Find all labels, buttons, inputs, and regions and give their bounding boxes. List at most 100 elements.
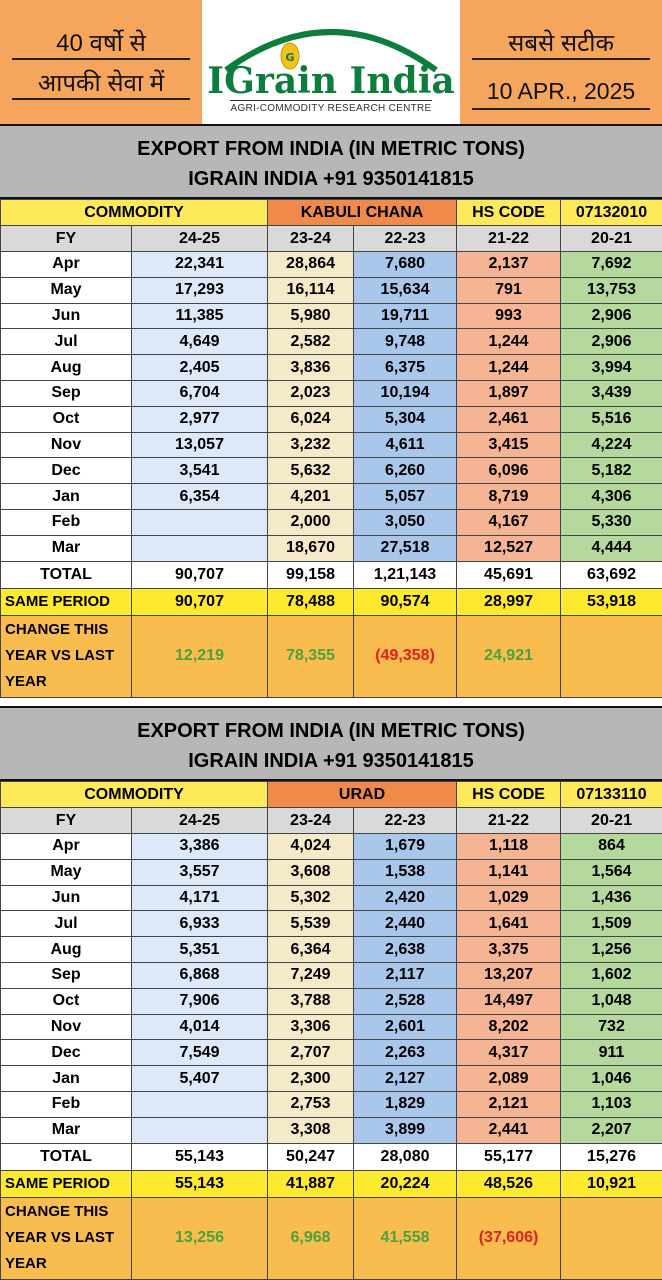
export-value-cell: 1,509 (560, 910, 662, 938)
export-value-cell: 28,864 (267, 251, 355, 278)
export-value-cell: 1,118 (456, 833, 562, 860)
month-label: Aug (0, 936, 132, 963)
export-table: COMMODITY KABULI CHANA HS CODE 07132010 FY 24… (0, 199, 662, 698)
export-value-cell: 1,256 (560, 936, 662, 963)
hs-code-value: 07133110 (560, 781, 662, 808)
export-value-cell: 3,308 (267, 1116, 355, 1144)
fy-label: FY (0, 807, 132, 834)
total-value: 99,158 (267, 560, 355, 589)
export-value-cell: 1,103 (560, 1090, 662, 1118)
export-value-cell: 911 (560, 1039, 662, 1067)
change-label-line: CHANGE THIS (5, 1203, 109, 1221)
month-label: Jun (0, 884, 132, 912)
export-value-cell: 4,171 (130, 884, 269, 912)
date-underline (472, 108, 650, 110)
month-label: Nov (0, 1013, 132, 1041)
export-value-cell: 27,518 (353, 534, 458, 562)
export-value-cell: 993 (456, 302, 562, 330)
tagline-underline (12, 98, 190, 100)
month-row: Jan 6,354 4,201 5,057 8,719 4,306 (0, 483, 662, 510)
change-value: 12,219 (130, 614, 269, 698)
export-value-cell: 2,000 (267, 508, 355, 536)
month-label: Jan (0, 1065, 132, 1092)
export-value-cell: 15,634 (353, 276, 458, 304)
month-label: Jul (0, 328, 132, 356)
export-value-cell: 5,980 (267, 302, 355, 330)
total-value: 90,707 (130, 560, 269, 589)
export-value-cell: 4,611 (353, 431, 458, 459)
total-value: 63,692 (560, 560, 662, 589)
change-label-line: YEAR VS LAST (5, 1229, 115, 1247)
export-value-cell: 2,528 (353, 987, 458, 1015)
export-value-cell: 7,549 (130, 1039, 269, 1067)
export-value-cell: 2,023 (267, 379, 355, 407)
same-period-value: 53,918 (560, 587, 662, 616)
export-value-cell: 5,516 (560, 405, 662, 433)
export-value-cell: 1,679 (353, 833, 458, 860)
export-value-cell: 2,753 (267, 1090, 355, 1118)
export-value-cell: 4,224 (560, 431, 662, 459)
export-value-cell: 4,444 (560, 534, 662, 562)
export-value-cell: 17,293 (130, 276, 269, 304)
export-value-cell: 2,461 (456, 405, 562, 433)
brand-logo: G IGrain India AGRI-COMMODITY RESEARCH C… (202, 0, 460, 124)
section-title-line2: IGRAIN INDIA +91 9350141815 (188, 168, 474, 190)
section-title-line1: EXPORT FROM INDIA (IN METRIC TONS) (137, 138, 525, 160)
export-value-cell: 8,202 (456, 1013, 562, 1041)
section-title-line1: EXPORT FROM INDIA (IN METRIC TONS) (137, 720, 525, 742)
change-label-line: YEAR VS LAST (5, 647, 115, 665)
export-value-cell: 6,868 (130, 961, 269, 989)
logo-divider (230, 100, 432, 101)
export-value-cell: 2,263 (353, 1039, 458, 1067)
total-label: TOTAL (0, 1142, 132, 1171)
section-title-line2: IGRAIN INDIA +91 9350141815 (188, 750, 474, 772)
same-period-value: 90,574 (353, 587, 458, 616)
month-row: Jul 6,933 5,539 2,440 1,641 1,509 (0, 910, 662, 938)
month-label: Feb (0, 1090, 132, 1118)
product-name: KABULI CHANA (267, 199, 458, 226)
slogan: सबसे सटीक (508, 30, 614, 57)
same-period-value: 78,488 (267, 587, 355, 616)
export-value-cell: 18,670 (267, 534, 355, 562)
export-value-cell: 2,137 (456, 251, 562, 278)
month-label: Mar (0, 534, 132, 562)
fy-year-header: 20-21 (560, 225, 662, 252)
month-row: Dec 3,541 5,632 6,260 6,096 5,182 (0, 457, 662, 485)
hs-code-value: 07132010 (560, 199, 662, 226)
export-value-cell (130, 534, 269, 562)
export-value-cell: 2,127 (353, 1065, 458, 1092)
export-value-cell: 2,582 (267, 328, 355, 356)
export-value-cell: 5,330 (560, 508, 662, 536)
hs-code-label: HS CODE (456, 199, 562, 226)
month-row: Feb 2,753 1,829 2,121 1,103 (0, 1090, 662, 1118)
logo-subtitle: AGRI-COMMODITY RESEARCH CENTRE (230, 103, 432, 114)
month-label: Mar (0, 1116, 132, 1144)
change-label: CHANGE THIS YEAR VS LAST YEAR (0, 1196, 132, 1280)
month-label: May (0, 858, 132, 886)
month-row: Sep 6,868 7,249 2,117 13,207 1,602 (0, 961, 662, 989)
fy-header-row: FY 24-25 23-24 22-23 21-22 20-21 (0, 807, 662, 834)
logo-arc-icon: G (224, 29, 438, 72)
month-row: Jan 5,407 2,300 2,127 2,089 1,046 (0, 1065, 662, 1092)
tagline-line1: 40 वर्षो से (56, 30, 146, 57)
change-value: (49,358) (353, 614, 458, 698)
same-period-row: SAME PERIOD 90,707 78,488 90,574 28,997 53,91… (0, 587, 662, 616)
export-value-cell: 4,014 (130, 1013, 269, 1041)
month-label: Aug (0, 354, 132, 381)
export-value-cell: 2,089 (456, 1065, 562, 1092)
change-label-line: CHANGE THIS (5, 621, 109, 639)
total-label: TOTAL (0, 560, 132, 589)
change-value: 41,558 (353, 1196, 458, 1280)
export-value-cell: 4,317 (456, 1039, 562, 1067)
month-row: Jun 11,385 5,980 19,711 993 2,906 (0, 302, 662, 330)
export-value-cell: 1,046 (560, 1065, 662, 1092)
export-value-cell: 2,420 (353, 884, 458, 912)
month-label: Oct (0, 987, 132, 1015)
export-value-cell: 6,364 (267, 936, 355, 963)
export-value-cell: 1,602 (560, 961, 662, 989)
export-value-cell: 1,829 (353, 1090, 458, 1118)
month-row: Oct 7,906 3,788 2,528 14,497 1,048 (0, 987, 662, 1015)
export-value-cell: 16,114 (267, 276, 355, 304)
month-label: Jun (0, 302, 132, 330)
export-value-cell: 5,407 (130, 1065, 269, 1092)
